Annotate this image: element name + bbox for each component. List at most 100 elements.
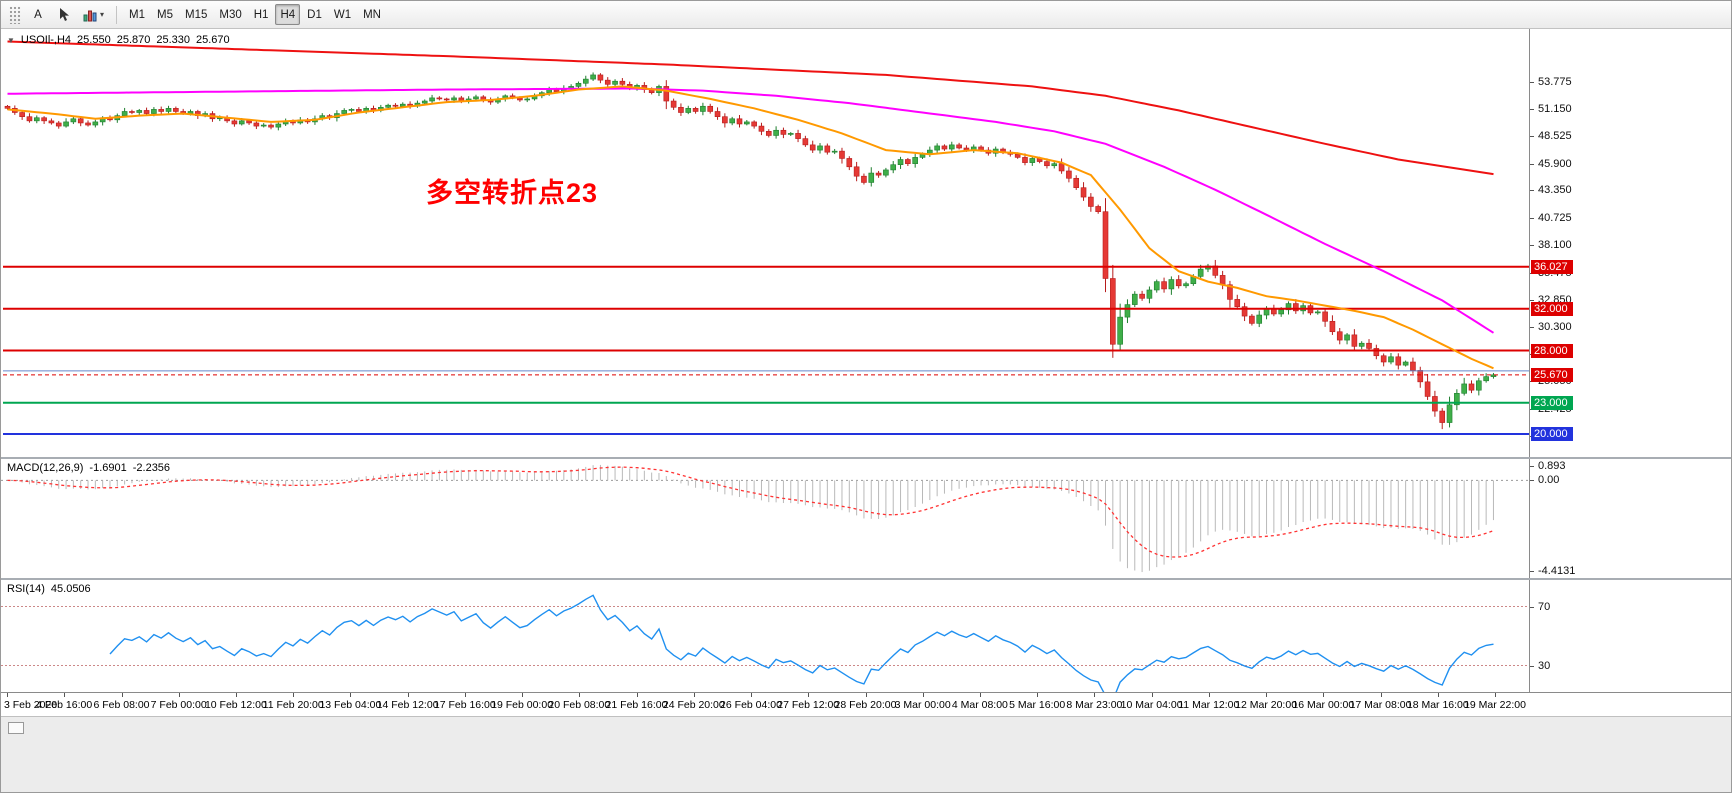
price-axis-tick (1530, 108, 1534, 110)
time-axis[interactable]: 3 Feb 2020 4 Feb 16:00 6 Feb 08:00 7 Feb 00… (1, 692, 1731, 716)
cursor-tool-button[interactable] (52, 4, 76, 25)
price-badge-level: 28.000 (1531, 343, 1573, 358)
time-axis-label: 28 Feb 20:00 (834, 699, 897, 711)
time-axis-label: 4 Mar 08:00 (951, 699, 1008, 711)
timeframe-button-m5[interactable]: M5 (157, 8, 173, 21)
time-axis-tick (407, 693, 409, 697)
time-axis-tick (865, 693, 867, 697)
time-axis-tick (1037, 693, 1039, 697)
macd-axis-tick (1530, 480, 1534, 482)
time-axis-tick (751, 693, 752, 697)
time-axis-label: 21 Feb 16:00 (605, 699, 668, 711)
symbols-button[interactable]: ▾ (78, 4, 109, 25)
macd-histogram (14, 464, 1494, 573)
timeframe-button-h1[interactable]: H1 (253, 8, 269, 21)
timeframe-buttons: M1 M5 M15 M30 H1 H4 D1 W1 MN (123, 4, 387, 25)
price-axis-tick (1530, 163, 1534, 165)
macd-panel: MACD(12,26,9) -1.6901 -2.2356 0.893 0.00 -… (1, 459, 1731, 578)
rsi-axis-tick (1530, 665, 1534, 667)
price-axis-tick (1530, 81, 1534, 83)
ohlc-info: ▼ USOIl-,H4 25.550 25.870 25.330 25.670 (7, 34, 230, 46)
time-axis-tick (693, 693, 695, 697)
time-axis-tick (808, 693, 810, 697)
time-axis-label: 12 Mar 20:00 (1235, 699, 1298, 711)
macd-panel-plot[interactable]: MACD(12,26,9) -1.6901 -2.2356 (1, 459, 1529, 578)
price-axis-label: 48.525 (1538, 130, 1572, 143)
toolbar-separator (116, 5, 118, 24)
time-axis-tick (1380, 693, 1382, 697)
timeframe-button-m30[interactable]: M30 (219, 8, 242, 21)
timeframe-button-m15[interactable]: M15 (184, 8, 208, 21)
rsi-panel: RSI(14) 45.0506 70 30 (1, 580, 1731, 692)
time-axis-label: 14 Feb 12:00 (376, 699, 439, 711)
rsi-panel-plot[interactable]: RSI(14) 45.0506 (1, 580, 1529, 692)
candlestick-series (4, 72, 1497, 430)
candlestick-chart-svg (3, 40, 1529, 436)
time-axis-label: 16 Mar 00:00 (1292, 699, 1355, 711)
rsi-name: RSI(14) (7, 583, 45, 595)
price-axis-label: 30.300 (1538, 320, 1572, 333)
main-chart-plot[interactable]: ▼ USOIl-,H4 25.550 25.870 25.330 25.670 … (1, 29, 1529, 457)
price-axis[interactable]: 53.775 51.150 48.525 45.900 43.350 40.725 38.1… (1529, 29, 1731, 457)
macd-chart-svg (1, 464, 1529, 573)
macd-value-signal: -2.2356 (132, 462, 171, 474)
symbol-period-label: USOIl-,H4 (20, 34, 72, 46)
chevron-down-icon: ▾ (100, 9, 105, 19)
price-axis-label: 53.775 (1538, 75, 1572, 88)
time-axis-label: 8 Mar 23:00 (1066, 699, 1123, 711)
rsi-label: RSI(14) 45.0506 (7, 583, 91, 595)
price-axis-tick (1530, 136, 1534, 138)
macd-axis-tick (1530, 466, 1534, 467)
ma-slow-red (7, 40, 1494, 176)
level-lines (3, 265, 1529, 436)
price-axis-label: 51.150 (1538, 102, 1572, 115)
chart-annotation[interactable]: 多空转折点23 (426, 178, 599, 208)
time-axis-label: 19 Mar 22:00 (1464, 699, 1526, 711)
time-axis-tick (579, 693, 581, 697)
price-axis-label: 38.100 (1538, 239, 1572, 252)
time-axis-label: 19 Feb 00:00 (491, 699, 554, 711)
macd-label: MACD(12,26,9) -1.6901 -2.2356 (7, 462, 170, 474)
scroll-thumb[interactable] (8, 722, 24, 734)
time-axis-tick (464, 693, 466, 697)
price-axis-tick (1530, 381, 1534, 383)
time-axis-tick (1495, 693, 1496, 697)
time-axis-tick (7, 693, 8, 697)
ohlc-open: 25.550 (77, 34, 111, 46)
macd-axis-label: -4.4131 (1538, 565, 1576, 577)
panel-splitter[interactable] (1, 457, 1731, 459)
time-axis-label: 18 Mar 16:00 (1406, 699, 1469, 711)
rsi-line (109, 594, 1494, 692)
time-axis-tick (350, 693, 352, 697)
text-label-button[interactable]: A (26, 4, 50, 25)
timeframe-button-m1[interactable]: M1 (129, 8, 145, 21)
macd-axis[interactable]: 0.893 0.00 -4.4131 (1529, 459, 1731, 578)
timeframe-button-mn[interactable]: MN (363, 8, 381, 21)
time-axis-tick (1094, 693, 1096, 697)
ma-medium-magenta (7, 87, 1495, 334)
ma-fast-orange (7, 85, 1494, 370)
macd-name: MACD(12,26,9) (7, 462, 84, 474)
time-axis-label: 4 Feb 16:00 (36, 699, 93, 711)
ohlc-expand-icon[interactable]: ▼ (7, 35, 15, 45)
rsi-axis-label: 70 (1538, 600, 1551, 613)
timeframe-button-h4[interactable]: H4 (275, 4, 301, 25)
price-axis-label: 45.900 (1538, 157, 1572, 170)
time-axis-tick (293, 693, 295, 697)
price-axis-label: 40.725 (1538, 211, 1572, 224)
price-axis-tick (1530, 326, 1534, 328)
rsi-axis[interactable]: 70 30 (1529, 580, 1731, 692)
time-axis-tick (1266, 693, 1268, 697)
panel-splitter[interactable] (1, 578, 1731, 580)
price-axis-tick (1530, 299, 1534, 301)
macd-signal-line (7, 466, 1494, 558)
time-axis-label: 10 Feb 12:00 (204, 699, 267, 711)
ohlc-low: 25.330 (156, 34, 191, 46)
time-axis-label: 3 Mar 00:00 (894, 699, 951, 711)
bar-chart-icon (83, 10, 97, 21)
toolbar-drag-handle-icon[interactable] (9, 5, 21, 24)
timeframe-button-d1[interactable]: D1 (307, 8, 322, 21)
macd-axis-label: 0.893 (1538, 460, 1566, 472)
timeframe-button-w1[interactable]: W1 (333, 8, 352, 21)
